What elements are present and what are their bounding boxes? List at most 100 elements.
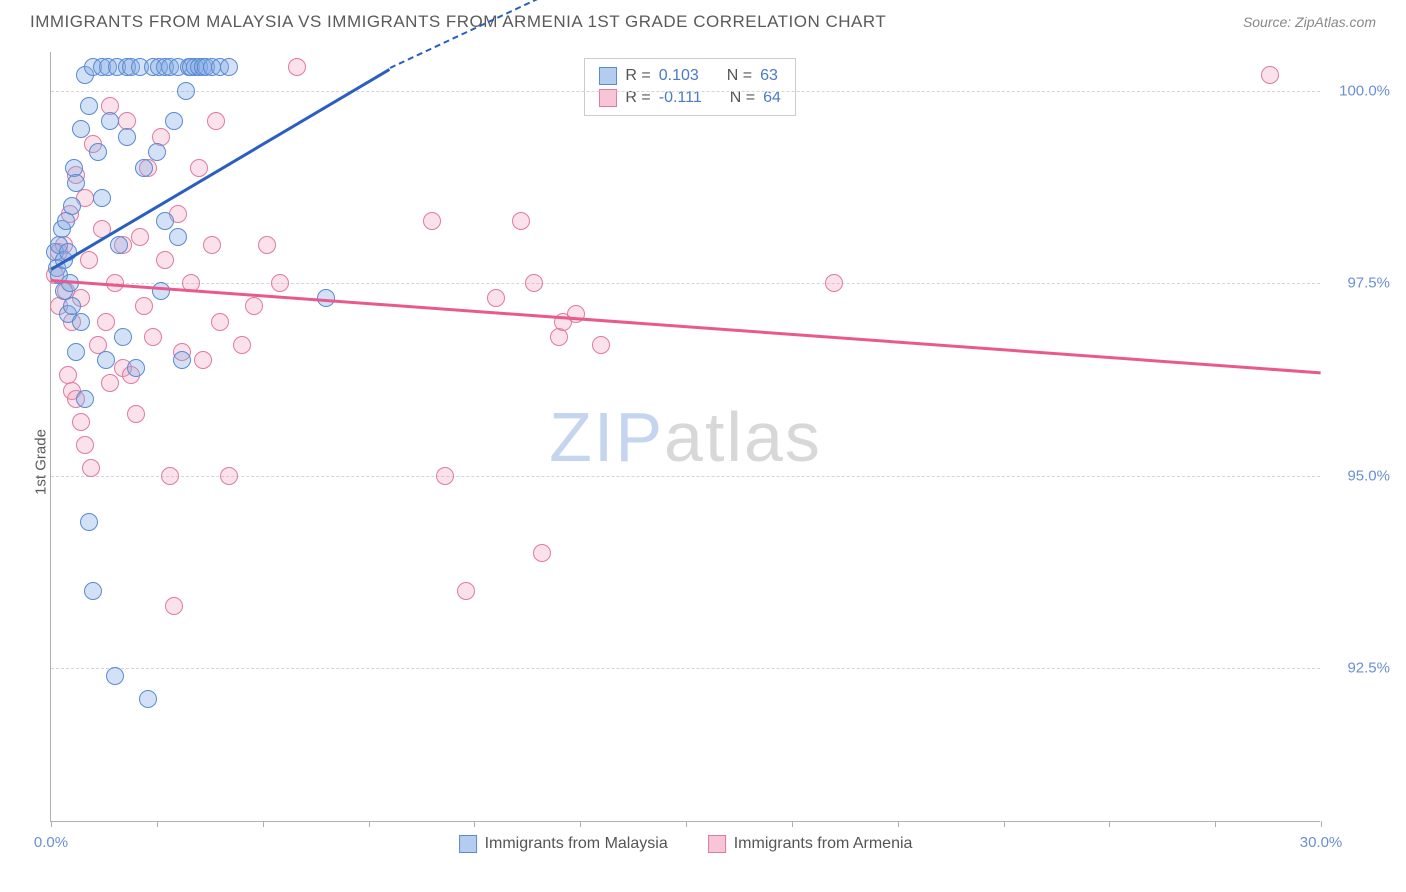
scatter-point-malaysia bbox=[80, 97, 98, 115]
scatter-point-malaysia bbox=[76, 390, 94, 408]
x-tick bbox=[157, 821, 158, 827]
chart-title: IMMIGRANTS FROM MALAYSIA VS IMMIGRANTS F… bbox=[30, 12, 886, 32]
scatter-point-malaysia bbox=[101, 112, 119, 130]
swatch-pink-icon bbox=[599, 89, 617, 107]
scatter-point-malaysia bbox=[127, 359, 145, 377]
scatter-point-malaysia bbox=[220, 58, 238, 76]
scatter-point-armenia bbox=[288, 58, 306, 76]
correlation-row-malaysia: R = 0.103 N = 63 bbox=[599, 65, 780, 87]
scatter-point-malaysia bbox=[106, 667, 124, 685]
y-tick-label: 97.5% bbox=[1330, 275, 1390, 292]
scatter-point-armenia bbox=[271, 274, 289, 292]
scatter-point-armenia bbox=[131, 228, 149, 246]
y-axis-label: 1st Grade bbox=[32, 429, 49, 495]
n-value-malaysia: 63 bbox=[760, 67, 778, 85]
scatter-point-malaysia bbox=[156, 212, 174, 230]
scatter-point-armenia bbox=[245, 297, 263, 315]
scatter-point-armenia bbox=[97, 313, 115, 331]
trendline-armenia bbox=[51, 279, 1321, 374]
scatter-point-armenia bbox=[512, 212, 530, 230]
scatter-point-armenia bbox=[203, 236, 221, 254]
scatter-point-malaysia bbox=[63, 197, 81, 215]
r-value-malaysia: 0.103 bbox=[659, 67, 699, 85]
legend-label-malaysia: Immigrants from Malaysia bbox=[485, 835, 668, 853]
r-value-armenia: -0.111 bbox=[659, 89, 702, 107]
scatter-point-armenia bbox=[233, 336, 251, 354]
x-tick-label: 0.0% bbox=[34, 834, 68, 851]
y-tick-label: 95.0% bbox=[1330, 467, 1390, 484]
scatter-point-malaysia bbox=[139, 690, 157, 708]
title-bar: IMMIGRANTS FROM MALAYSIA VS IMMIGRANTS F… bbox=[0, 0, 1406, 42]
x-tick bbox=[580, 821, 581, 827]
scatter-point-malaysia bbox=[118, 128, 136, 146]
scatter-point-malaysia bbox=[135, 159, 153, 177]
scatter-point-armenia bbox=[592, 336, 610, 354]
scatter-point-malaysia bbox=[72, 313, 90, 331]
x-tick bbox=[1215, 821, 1216, 827]
scatter-point-malaysia bbox=[80, 513, 98, 531]
watermark-zip: ZIP bbox=[549, 398, 664, 476]
n-label: N = bbox=[730, 89, 755, 107]
scatter-point-armenia bbox=[457, 582, 475, 600]
source-attribution: Source: ZipAtlas.com bbox=[1243, 14, 1376, 30]
scatter-point-malaysia bbox=[97, 351, 115, 369]
scatter-point-malaysia bbox=[110, 236, 128, 254]
scatter-point-armenia bbox=[190, 159, 208, 177]
gridline bbox=[51, 91, 1320, 92]
scatter-point-armenia bbox=[258, 236, 276, 254]
scatter-point-malaysia bbox=[173, 351, 191, 369]
x-tick-label: 30.0% bbox=[1300, 834, 1343, 851]
x-tick bbox=[686, 821, 687, 827]
scatter-point-armenia bbox=[165, 597, 183, 615]
scatter-point-malaysia bbox=[89, 143, 107, 161]
legend-item-armenia: Immigrants from Armenia bbox=[708, 835, 913, 853]
scatter-point-malaysia bbox=[67, 343, 85, 361]
scatter-point-armenia bbox=[161, 467, 179, 485]
scatter-point-armenia bbox=[101, 374, 119, 392]
legend-item-malaysia: Immigrants from Malaysia bbox=[459, 835, 668, 853]
scatter-point-armenia bbox=[76, 436, 94, 454]
scatter-point-armenia bbox=[72, 413, 90, 431]
scatter-point-armenia bbox=[525, 274, 543, 292]
swatch-pink-icon bbox=[708, 835, 726, 853]
scatter-point-malaysia bbox=[148, 143, 166, 161]
scatter-point-armenia bbox=[194, 351, 212, 369]
scatter-point-armenia bbox=[423, 212, 441, 230]
scatter-point-armenia bbox=[207, 112, 225, 130]
scatter-point-malaysia bbox=[165, 112, 183, 130]
scatter-point-armenia bbox=[144, 328, 162, 346]
gridline bbox=[51, 476, 1320, 477]
x-tick bbox=[474, 821, 475, 827]
x-tick bbox=[898, 821, 899, 827]
scatter-point-malaysia bbox=[177, 82, 195, 100]
plot-area: ZIPatlas R = 0.103 N = 63 R = -0.111 N =… bbox=[50, 52, 1320, 822]
swatch-blue-icon bbox=[459, 835, 477, 853]
x-tick bbox=[263, 821, 264, 827]
bottom-legend: Immigrants from Malaysia Immigrants from… bbox=[459, 835, 913, 853]
y-tick-label: 100.0% bbox=[1330, 82, 1390, 99]
chart-wrapper: 1st Grade ZIPatlas R = 0.103 N = 63 R = … bbox=[0, 42, 1406, 882]
x-tick bbox=[792, 821, 793, 827]
scatter-point-malaysia bbox=[72, 120, 90, 138]
x-tick bbox=[1321, 821, 1322, 827]
scatter-point-armenia bbox=[135, 297, 153, 315]
r-label: R = bbox=[625, 89, 650, 107]
scatter-point-armenia bbox=[1261, 66, 1279, 84]
gridline bbox=[51, 283, 1320, 284]
n-label: N = bbox=[727, 67, 752, 85]
r-label: R = bbox=[625, 67, 650, 85]
scatter-point-armenia bbox=[127, 405, 145, 423]
scatter-point-malaysia bbox=[67, 174, 85, 192]
x-tick bbox=[51, 821, 52, 827]
scatter-point-malaysia bbox=[169, 228, 187, 246]
scatter-point-malaysia bbox=[93, 189, 111, 207]
scatter-point-armenia bbox=[82, 459, 100, 477]
trendline-malaysia bbox=[50, 68, 390, 270]
scatter-point-malaysia bbox=[114, 328, 132, 346]
scatter-point-armenia bbox=[211, 313, 229, 331]
watermark-atlas: atlas bbox=[664, 398, 822, 476]
x-tick bbox=[1109, 821, 1110, 827]
x-tick bbox=[1004, 821, 1005, 827]
scatter-point-malaysia bbox=[152, 282, 170, 300]
scatter-point-armenia bbox=[80, 251, 98, 269]
